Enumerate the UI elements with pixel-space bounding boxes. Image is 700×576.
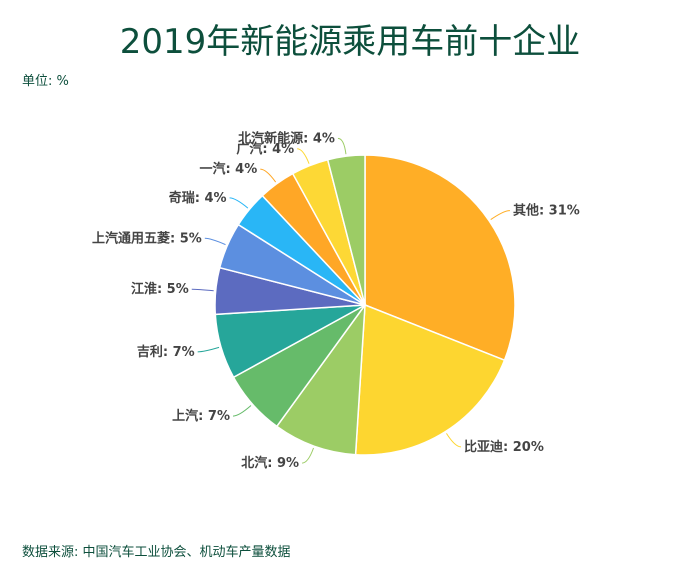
leader-line-6	[204, 237, 226, 246]
pie-slice-0	[364, 154, 516, 362]
source-note: 数据来源: 中国汽车工业协会、机动车产量数据	[22, 545, 291, 560]
leader-line-10	[337, 137, 347, 155]
slice-label-8: 一汽: 4%	[199, 161, 257, 177]
slice-label-7: 奇瑞: 4%	[169, 190, 227, 206]
slice-label-4: 吉利: 7%	[137, 344, 195, 360]
leader-line-9	[297, 148, 310, 164]
leader-line-2	[302, 447, 314, 464]
chart-title: 2019年新能源乘用车前十企业	[119, 22, 581, 62]
leader-line-7	[229, 197, 249, 209]
pie-slice-1	[354, 303, 506, 456]
leader-line-4	[197, 346, 220, 353]
pie-slice-2	[275, 302, 366, 456]
leader-line-0	[490, 210, 510, 220]
slice-label-5: 江淮: 5%	[131, 281, 189, 297]
slice-label-1: 比亚迪: 20%	[464, 439, 544, 455]
slice-label-9: 广汽: 4%	[236, 141, 294, 157]
leader-line-1	[446, 433, 462, 448]
pie-slice-10	[326, 154, 366, 306]
unit-label: 单位: %	[22, 74, 69, 89]
slice-label-2: 北汽: 9%	[241, 455, 299, 471]
leader-line-3	[232, 405, 252, 417]
slice-label-10: 北汽新能源: 4%	[238, 130, 335, 146]
slice-label-3: 上汽: 7%	[172, 408, 230, 424]
leader-line-5	[191, 288, 214, 292]
leader-line-8	[260, 168, 277, 183]
slice-label-6: 上汽通用五菱: 5%	[92, 230, 202, 246]
slice-label-0: 其他: 31%	[513, 203, 580, 219]
